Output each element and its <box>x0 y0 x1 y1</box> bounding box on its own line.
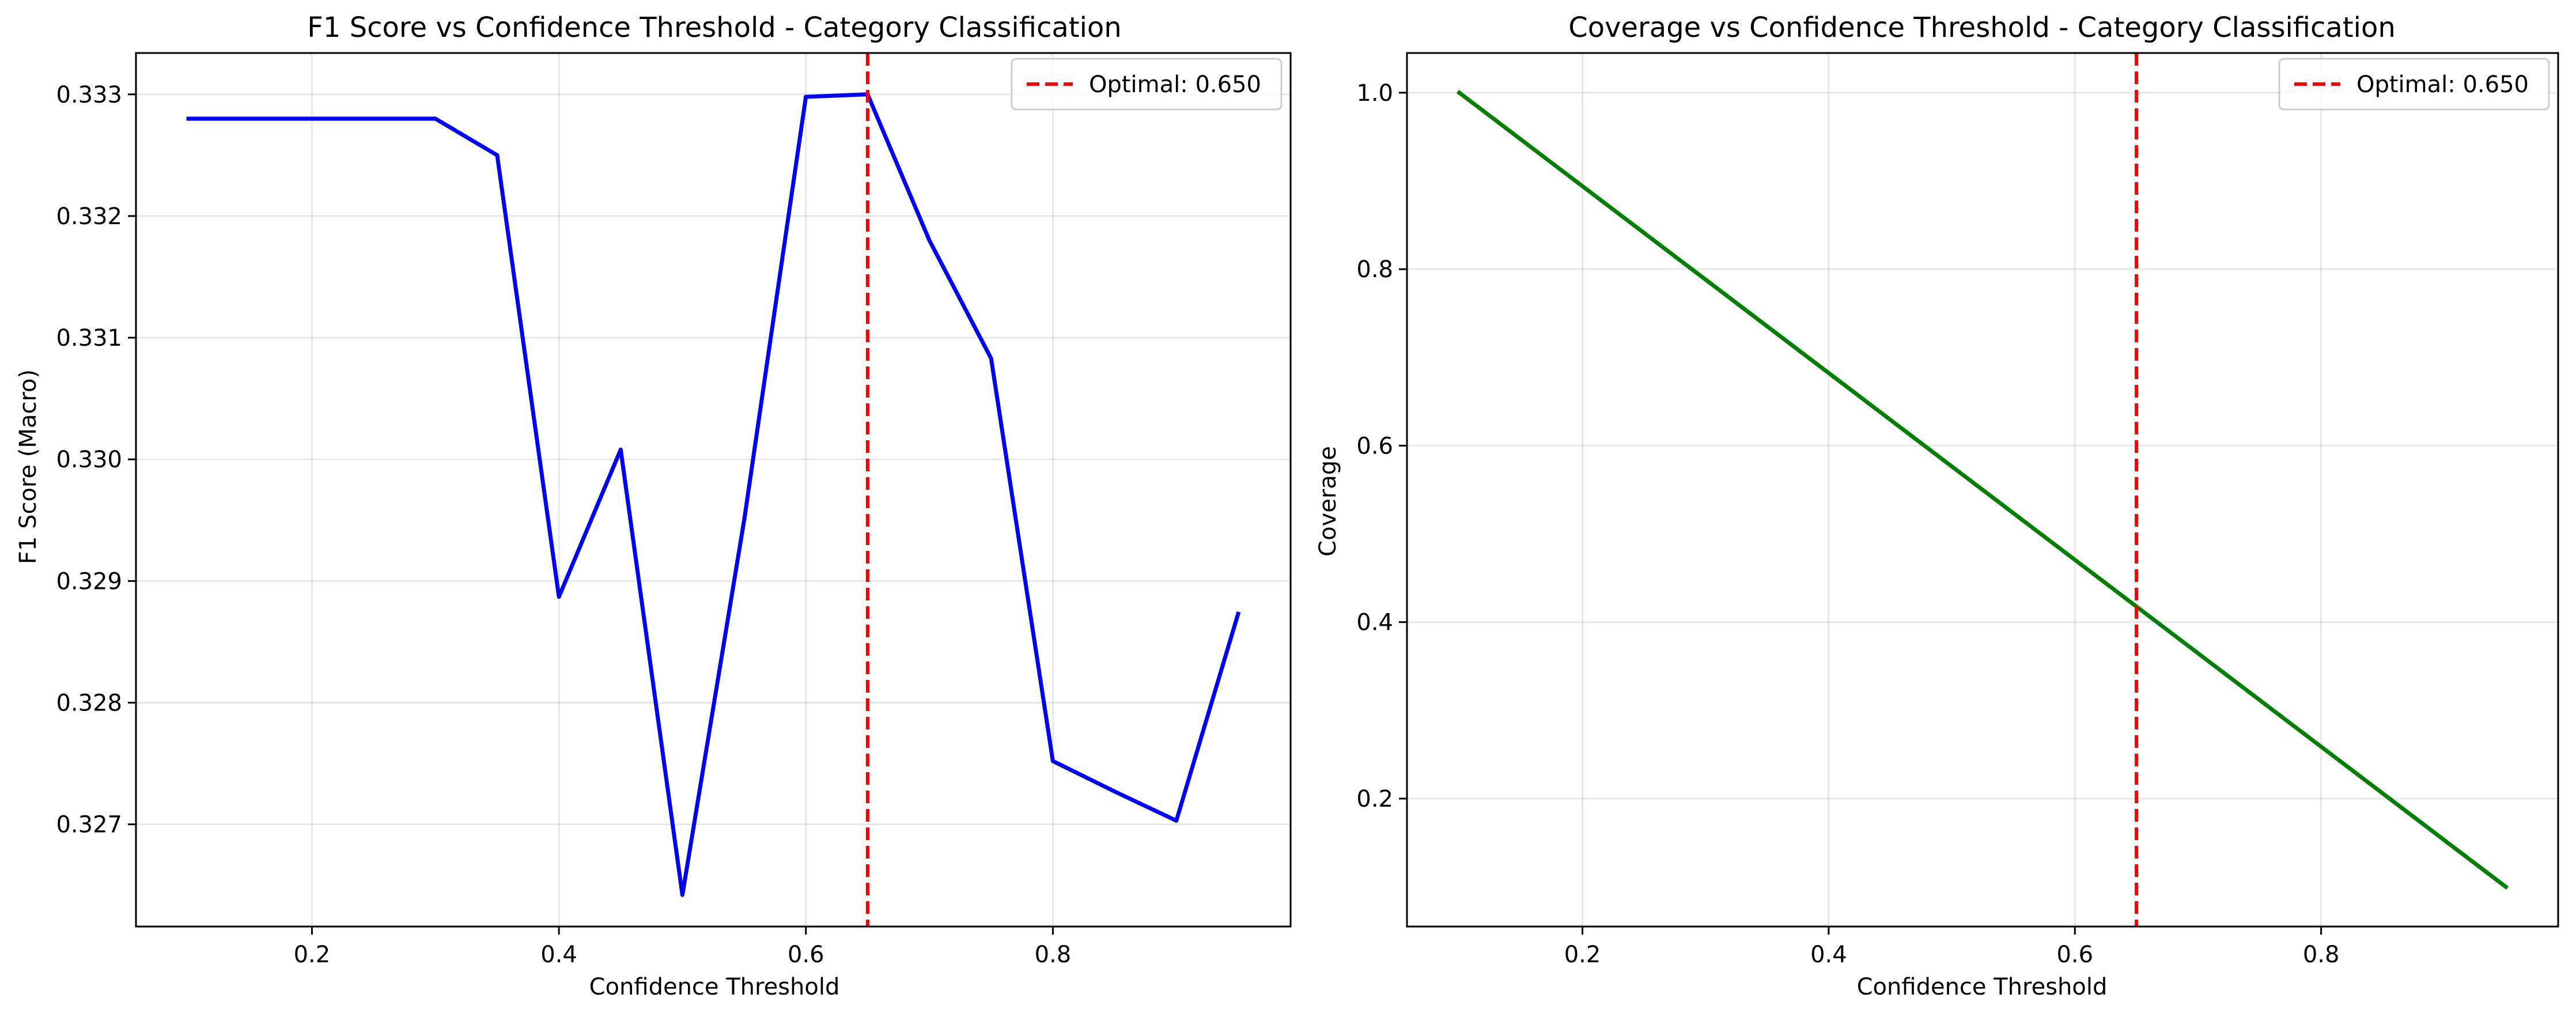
y-tick-label: 0.329 <box>56 568 122 595</box>
legend: Optimal: 0.650 <box>2278 58 2550 111</box>
y-tick-label: 0.333 <box>56 82 122 108</box>
x-tick-label: 0.4 <box>540 942 577 968</box>
legend-label: Optimal: 0.650 <box>1089 71 1261 98</box>
y-tick-label: 0.331 <box>56 325 122 351</box>
y-tick-label: 0.6 <box>1356 433 1393 459</box>
x-tick-label: 0.4 <box>1810 942 1847 968</box>
y-axis-label: Coverage <box>1315 446 1341 557</box>
y-tick-label: 0.330 <box>56 447 122 473</box>
series-line <box>186 92 1241 897</box>
x-tick-label: 0.8 <box>2303 942 2340 968</box>
y-tick-label: 0.8 <box>1356 256 1393 283</box>
y-tick-label: 0.2 <box>1356 786 1393 812</box>
x-ticks: 0.2 0.4 0.6 0.8 <box>1564 927 2340 968</box>
legend-box <box>1011 58 1283 111</box>
x-tick-label: 0.2 <box>1564 942 1601 968</box>
legend: Optimal: 0.650 <box>1011 58 1283 111</box>
axes-frame <box>135 52 1292 928</box>
series-line <box>1456 89 2509 890</box>
data-series <box>186 92 1241 897</box>
plot-border <box>135 52 1292 928</box>
grid <box>136 53 1291 927</box>
y-tick-label: 0.328 <box>56 690 122 716</box>
x-ticks: 0.2 0.4 0.6 0.8 <box>294 927 1072 968</box>
data-series <box>1456 89 2509 890</box>
x-tick-label: 0.6 <box>2056 942 2093 968</box>
y-axis-label: F1 Score (Macro) <box>15 369 41 564</box>
legend-label: Optimal: 0.650 <box>2356 71 2529 98</box>
y-tick-label: 0.4 <box>1356 610 1393 636</box>
f1-score-panel: F1 Score vs Confidence Threshold - Categ… <box>15 12 1292 1000</box>
y-tick-label: 0.332 <box>56 203 122 230</box>
y-ticks: 0.2 0.4 0.6 0.8 1.0 <box>1356 80 1407 812</box>
chart-title: F1 Score vs Confidence Threshold - Categ… <box>307 12 1121 44</box>
legend-box <box>2278 58 2550 111</box>
x-tick-label: 0.2 <box>294 942 331 968</box>
y-ticks: 0.327 0.328 0.329 0.330 0.331 0.332 0.333 <box>56 82 136 838</box>
plot-border <box>1406 52 2559 928</box>
x-tick-label: 0.6 <box>788 942 824 968</box>
x-axis-label: Confidence Threshold <box>1857 974 2108 1000</box>
y-tick-label: 1.0 <box>1356 80 1393 107</box>
axes-frame <box>1406 52 2559 928</box>
chart-title: Coverage vs Confidence Threshold - Categ… <box>1568 12 2396 44</box>
coverage-panel: Coverage vs Confidence Threshold - Categ… <box>1315 12 2559 1000</box>
x-axis-label: Confidence Threshold <box>589 974 840 1000</box>
y-tick-label: 0.327 <box>56 812 122 838</box>
x-tick-label: 0.8 <box>1035 942 1072 968</box>
